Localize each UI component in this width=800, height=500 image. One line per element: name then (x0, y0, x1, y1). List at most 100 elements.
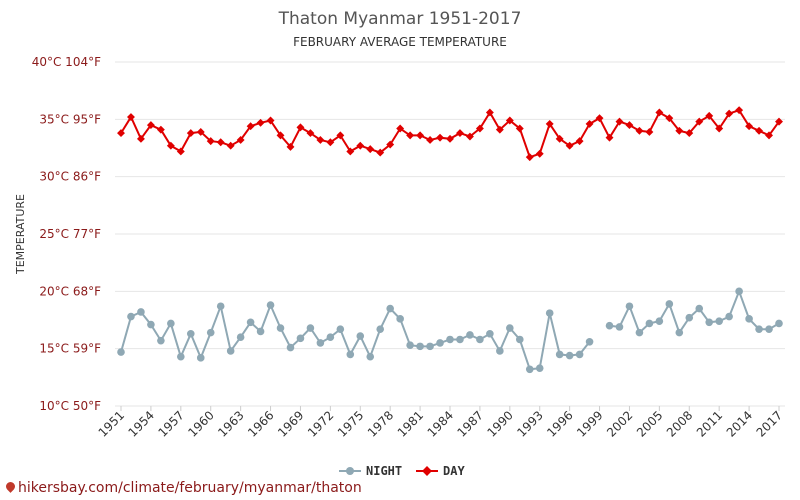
night-point[interactable] (745, 315, 753, 323)
night-point[interactable] (117, 348, 125, 356)
day-point[interactable] (406, 131, 415, 140)
night-point[interactable] (525, 365, 534, 374)
day-point[interactable] (196, 127, 205, 136)
night-point[interactable] (575, 350, 584, 359)
day-point[interactable] (376, 148, 385, 157)
day-point[interactable] (525, 153, 534, 162)
night-point[interactable] (466, 331, 474, 339)
day-point[interactable] (346, 147, 355, 156)
day-point[interactable] (286, 142, 295, 151)
night-point[interactable] (476, 335, 484, 344)
night-point[interactable] (276, 324, 285, 332)
day-point[interactable] (635, 126, 644, 135)
night-point[interactable] (266, 301, 275, 309)
night-point[interactable] (555, 350, 564, 359)
night-point[interactable] (715, 317, 723, 325)
day-point[interactable] (456, 129, 464, 138)
night-point[interactable] (655, 317, 664, 325)
day-point[interactable] (396, 124, 405, 133)
day-point[interactable] (765, 131, 773, 140)
night-point[interactable] (196, 354, 205, 362)
night-point[interactable] (735, 287, 743, 296)
night-point[interactable] (685, 313, 694, 322)
day-point[interactable] (555, 134, 564, 143)
day-point[interactable] (595, 114, 604, 123)
night-point[interactable] (665, 300, 674, 308)
night-point[interactable] (216, 302, 225, 311)
night-point[interactable] (356, 332, 365, 340)
night-point[interactable] (635, 328, 644, 337)
day-point[interactable] (236, 136, 245, 144)
night-point[interactable] (386, 304, 394, 313)
day-point[interactable] (166, 141, 175, 150)
day-point[interactable] (625, 121, 634, 130)
night-point[interactable] (346, 350, 355, 359)
day-point[interactable] (416, 131, 425, 140)
day-point[interactable] (146, 121, 155, 130)
night-point[interactable] (167, 319, 175, 328)
night-point[interactable] (625, 302, 634, 311)
night-point[interactable] (775, 319, 783, 328)
day-point[interactable] (755, 126, 764, 135)
night-point[interactable] (695, 304, 704, 313)
legend[interactable]: NIGHT DAY (339, 464, 465, 478)
night-point[interactable] (366, 352, 375, 361)
night-point[interactable] (296, 334, 305, 343)
day-point[interactable] (575, 137, 584, 146)
day-point[interactable] (326, 138, 335, 147)
night-point[interactable] (545, 309, 554, 317)
day-point[interactable] (436, 133, 444, 142)
night-point[interactable] (326, 333, 335, 342)
night-point[interactable] (535, 364, 544, 372)
night-point[interactable] (416, 342, 424, 351)
night-point[interactable] (755, 325, 763, 333)
day-point[interactable] (515, 124, 524, 133)
day-point[interactable] (645, 127, 654, 136)
night-point[interactable] (316, 339, 325, 347)
legend-item-day[interactable]: DAY (416, 464, 465, 478)
day-point[interactable] (226, 141, 235, 150)
night-point[interactable] (436, 339, 444, 347)
night-point[interactable] (147, 320, 155, 329)
night-point[interactable] (186, 329, 195, 338)
night-point[interactable] (246, 318, 255, 327)
day-point[interactable] (336, 131, 345, 140)
day-point[interactable] (685, 129, 694, 138)
day-point[interactable] (306, 129, 315, 138)
night-point[interactable] (306, 324, 315, 332)
source-link[interactable]: hikersbay.com/climate/february/myanmar/t… (4, 480, 362, 496)
night-point[interactable] (406, 341, 414, 350)
night-point[interactable] (236, 333, 245, 342)
night-point[interactable] (376, 325, 385, 333)
night-point[interactable] (645, 319, 654, 328)
day-point[interactable] (206, 137, 215, 146)
day-point[interactable] (426, 136, 435, 144)
night-point[interactable] (177, 352, 185, 361)
night-point[interactable] (765, 325, 773, 333)
night-point[interactable] (226, 347, 235, 355)
day-point[interactable] (386, 140, 395, 149)
night-point[interactable] (675, 328, 684, 337)
night-point[interactable] (725, 312, 733, 321)
night-point[interactable] (127, 312, 135, 321)
night-point[interactable] (456, 335, 464, 344)
night-point[interactable] (256, 327, 265, 336)
night-point[interactable] (396, 315, 404, 323)
night-point[interactable] (705, 318, 714, 327)
day-point[interactable] (296, 123, 305, 132)
night-point[interactable] (615, 323, 624, 331)
day-point[interactable] (535, 149, 544, 158)
day-point[interactable] (176, 147, 185, 156)
day-point[interactable] (465, 132, 474, 141)
day-point[interactable] (186, 129, 195, 138)
day-point[interactable] (117, 129, 125, 138)
legend-item-night[interactable]: NIGHT (339, 464, 402, 478)
night-point[interactable] (605, 321, 614, 330)
day-point[interactable] (446, 134, 454, 143)
night-point[interactable] (506, 324, 514, 332)
day-point[interactable] (356, 141, 365, 150)
night-point[interactable] (565, 351, 574, 360)
night-point[interactable] (286, 343, 295, 352)
night-point[interactable] (426, 342, 434, 351)
night-point[interactable] (496, 347, 504, 355)
